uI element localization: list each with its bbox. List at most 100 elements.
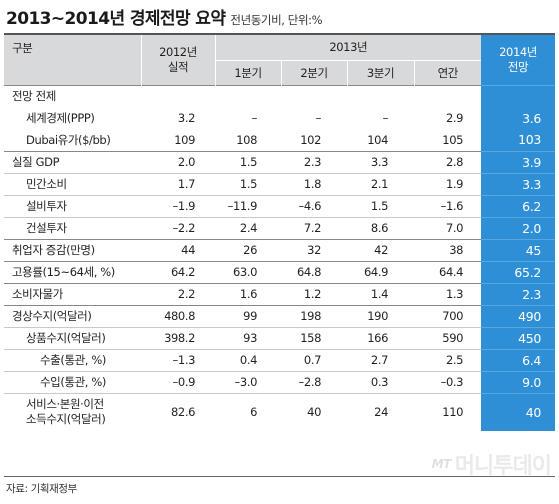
table-row: 세계경제(PPP) 3.2 – – – 2.9 3.6 — [4, 107, 556, 129]
cell-annual: 2.9 — [445, 111, 464, 125]
header-2012-line1: 2012년 — [159, 44, 197, 59]
row-label-line1: 서비스·본원·이전 — [26, 397, 104, 412]
cell-q1: 6 — [215, 392, 281, 431]
cell-2012 — [141, 84, 215, 107]
cell-q1 — [215, 84, 281, 107]
cell-q3: 104 — [367, 132, 388, 147]
header-category: 구분 — [4, 35, 141, 85]
cell-annual: 64.4 — [414, 260, 482, 283]
cell-q1: –3.0 — [215, 370, 281, 393]
page-subtitle: 전년동기비, 단위:% — [230, 13, 323, 27]
cell-q1: 2.4 — [215, 216, 281, 239]
cell-q3: 0.3 — [347, 370, 414, 393]
cell-2014: 2.0 — [481, 216, 556, 239]
cell-q2: –2.8 — [281, 370, 347, 393]
cell-2012: –1.9 — [141, 194, 215, 217]
cell-2012: 82.6 — [141, 392, 215, 431]
cell-2014: 103 — [481, 129, 556, 151]
row-label: Dubai유가($/bb) — [26, 132, 111, 147]
cell-q1: 26 — [215, 238, 281, 261]
table-row: 실질 GDP 2.0 1.5 2.3 3.3 2.8 3.9 — [4, 150, 556, 173]
row-label: 민간소비 — [4, 172, 141, 195]
cell-2014: 3.6 — [481, 107, 556, 129]
cell-q1: 1.5 — [215, 172, 281, 195]
row-label: 수입(통관, %) — [4, 370, 141, 393]
page-title: 2013~2014년 경제전망 요약 — [6, 9, 226, 29]
cell-annual: 1.3 — [414, 282, 482, 305]
row-label: 상품수지(억달러) — [4, 326, 141, 349]
forecast-table: 구분 2012년 실적 2013년 2014년 전망 1분기 2분기 3분기 연… — [4, 35, 556, 431]
cell-annual: –0.3 — [414, 370, 482, 393]
header-2012: 2012년 실적 — [140, 35, 215, 85]
cell-q3: 2.7 — [347, 348, 414, 371]
cell-2014: 6.2 — [481, 194, 556, 217]
cell-annual: –1.6 — [414, 194, 482, 217]
watermark-text: 머니투데이 — [454, 454, 552, 479]
cell-q1: 1.6 — [215, 282, 281, 305]
table-row: Dubai유가($/bb) 109 108 102 104 105 103 — [4, 129, 556, 151]
cell-annual — [414, 84, 482, 107]
table-row: 경상수지(억달러) 480.8 99 198 190 700 490 — [4, 304, 556, 327]
cell-q1: 99 — [215, 304, 281, 327]
cell-q2: – — [315, 111, 322, 125]
cell-q3: 190 — [347, 304, 414, 327]
row-label: 취업자 증감(만명) — [4, 238, 141, 261]
cell-q3: 1.5 — [347, 194, 414, 217]
cell-q2: 102 — [300, 132, 321, 147]
watermark-mark: MT — [431, 457, 452, 471]
cell-2014: 3.9 — [481, 150, 556, 173]
cell-2014: 40 — [481, 392, 556, 431]
table-row: 취업자 증감(만명) 44 26 32 42 38 45 — [4, 238, 556, 261]
cell-2012: 2.2 — [141, 282, 215, 305]
cell-q1: 93 — [215, 326, 281, 349]
publisher-watermark: MT 머니투데이 — [431, 448, 552, 480]
cell-2012: 480.8 — [141, 304, 215, 327]
cell-q1: – — [251, 111, 258, 125]
cell-q3: 8.6 — [347, 216, 414, 239]
cell-annual: 7.0 — [414, 216, 482, 239]
cell-q1: 108 — [236, 132, 257, 147]
cell-q2: –4.6 — [281, 194, 347, 217]
cell-2012: 1.7 — [141, 172, 215, 195]
cell-2014 — [481, 84, 556, 107]
cell-2012: 64.2 — [141, 260, 215, 283]
cell-2014: 2.3 — [481, 282, 556, 305]
table-row: 수출(통관, %) –1.3 0.4 0.7 2.7 2.5 6.4 — [4, 348, 556, 371]
header-2012-line2: 실적 — [167, 59, 189, 74]
cell-q3 — [347, 84, 414, 107]
cell-2012: –2.2 — [141, 216, 215, 239]
cell-annual: 1.9 — [414, 172, 482, 195]
cell-q3: 1.4 — [347, 282, 414, 305]
table-row: 서비스·본원·이전 소득수지(억달러) 82.6 6 40 24 110 40 — [4, 392, 556, 431]
cell-2012: –1.3 — [141, 348, 215, 371]
table-row: 민간소비 1.7 1.5 1.8 2.1 1.9 3.3 — [4, 172, 556, 195]
cell-2014: 45 — [481, 238, 556, 261]
row-label: 설비투자 — [4, 194, 141, 217]
cell-q3: 24 — [347, 392, 414, 431]
cell-q2: 1.8 — [281, 172, 347, 195]
row-label: 전망 전제 — [4, 84, 141, 107]
cell-q1: 63.0 — [215, 260, 281, 283]
cell-q2: 0.7 — [281, 348, 347, 371]
table-row: 건설투자 –2.2 2.4 7.2 8.6 7.0 2.0 — [4, 216, 556, 239]
cell-q1: 1.5 — [215, 150, 281, 173]
header-q2: 2분기 — [280, 59, 347, 85]
row-label: 수출(통관, %) — [4, 348, 141, 371]
cell-2012: 109 — [174, 132, 195, 147]
table-row: 고용률(15~64세, %) 64.2 63.0 64.8 64.9 64.4 … — [4, 260, 556, 283]
forecast-table-wrap: 구분 2012년 실적 2013년 2014년 전망 1분기 2분기 3분기 연… — [4, 33, 556, 477]
row-label: 고용률(15~64세, %) — [4, 260, 141, 283]
cell-2014: 450 — [481, 326, 556, 349]
cell-2014: 9.0 — [481, 370, 556, 393]
cell-2014: 490 — [481, 304, 556, 327]
cell-q2: 158 — [281, 326, 347, 349]
header-row-top: 구분 2012년 실적 2013년 2014년 전망 — [4, 35, 556, 85]
header-q3: 3분기 — [346, 59, 414, 85]
row-label-line2: 소득수지(억달러) — [26, 412, 106, 427]
cell-annual: 38 — [414, 238, 482, 261]
header-2014-line1: 2014년 — [499, 44, 537, 59]
table-row: 소비자물가 2.2 1.6 1.2 1.4 1.3 2.3 — [4, 282, 556, 305]
cell-annual: 2.5 — [414, 348, 482, 371]
header-q1: 1분기 — [214, 59, 281, 85]
header-annual: 연간 — [413, 59, 482, 85]
